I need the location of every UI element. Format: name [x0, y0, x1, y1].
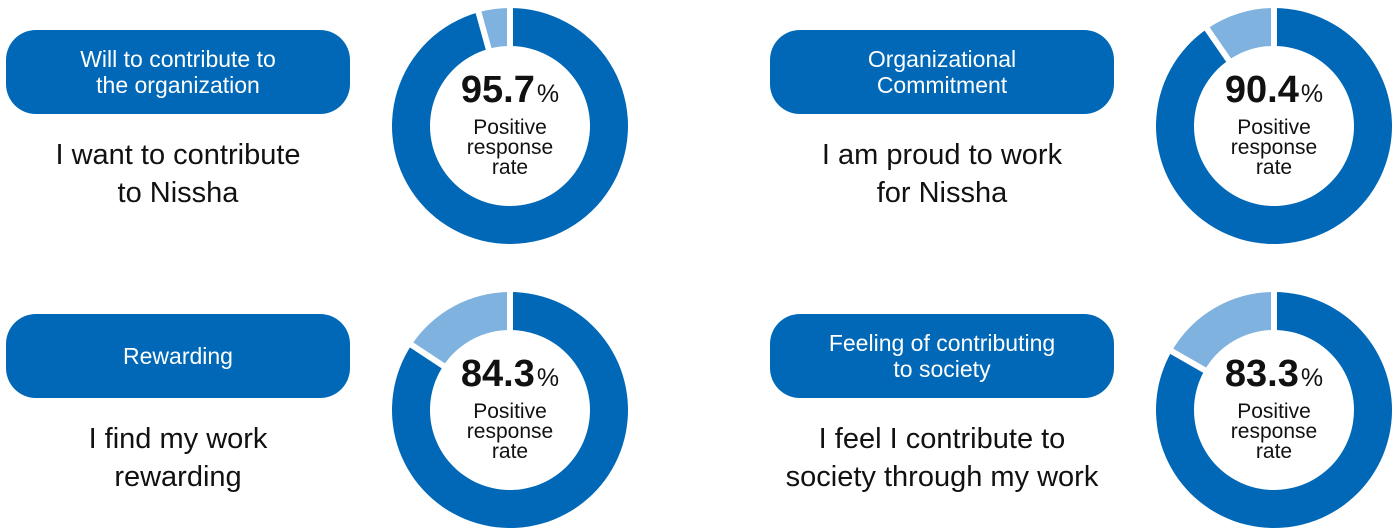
category-label: Feeling of contributing to society [828, 330, 1056, 382]
category-pill: Organizational Commitment [770, 30, 1114, 114]
donut-center: 83.3% Positive response rate [1194, 330, 1354, 490]
survey-card-contributing-society: Feeling of contributing to society I fee… [770, 284, 1400, 528]
donut-slice-positive [1156, 8, 1392, 244]
donut-chart: 95.7% Positive response rate [390, 6, 630, 246]
positive-rate-value: 95.7 [460, 69, 535, 111]
positive-rate-value: 83.3 [1224, 353, 1299, 395]
value-line: 83.3% [1225, 354, 1323, 402]
center-caption: Positive response rate [1230, 400, 1318, 463]
donut-chart: 83.3% Positive response rate [1154, 290, 1394, 530]
donut-slice-remainder [1171, 292, 1274, 371]
category-pill: Rewarding [6, 314, 350, 398]
donut-slice-remainder [411, 292, 510, 366]
donut-slice-positive [392, 8, 628, 245]
category-label: Will to contribute to the organization [80, 46, 276, 98]
percent-sign: % [536, 364, 560, 392]
value-line: 95.7% [461, 70, 559, 118]
survey-statement: I feel I contribute to society through m… [785, 423, 1099, 493]
positive-rate-value: 84.3 [460, 353, 535, 395]
donut-chart: 90.4% Positive response rate [1154, 6, 1394, 246]
donut-svg [1156, 291, 1392, 528]
donut-center: 90.4% Positive response rate [1194, 46, 1354, 206]
donut-center: 95.7% Positive response rate [430, 46, 590, 206]
slice-separator [409, 341, 446, 369]
slice-separator [1204, 26, 1232, 63]
positive-rate-value: 90.4 [1224, 69, 1299, 111]
donut-slice-positive [392, 292, 628, 528]
center-caption: Positive response rate [466, 116, 554, 179]
survey-statement: I am proud to work for Nissha [821, 139, 1063, 209]
donut-svg [392, 291, 628, 528]
donut-chart: 84.3% Positive response rate [390, 290, 630, 530]
percent-sign: % [1300, 364, 1324, 392]
category-label: Rewarding [123, 343, 233, 369]
value-line: 90.4% [1225, 70, 1323, 118]
category-label: Organizational Commitment [867, 46, 1017, 98]
percent-sign: % [536, 80, 560, 108]
survey-card-contribute-organization: Will to contribute to the organization I… [6, 0, 666, 245]
category-pill: Feeling of contributing to society [770, 314, 1114, 398]
survey-card-rewarding: Rewarding I find my work rewarding 84.3%… [6, 284, 666, 528]
percent-sign: % [1300, 80, 1324, 108]
donut-slice-remainder [1207, 8, 1274, 61]
donut-slice-positive [1156, 292, 1392, 528]
donut-center: 84.3% Positive response rate [430, 330, 590, 490]
survey-statement: I want to contribute to Nissha [55, 139, 301, 209]
center-caption: Positive response rate [1230, 116, 1318, 179]
slice-separator [1169, 348, 1207, 374]
survey-card-organizational-commitment: Organizational Commitment I am proud to … [770, 0, 1400, 244]
survey-statement: I find my work rewarding [88, 423, 268, 493]
value-line: 84.3% [461, 354, 559, 402]
category-pill: Will to contribute to the organization [6, 30, 350, 114]
slice-separator [475, 10, 492, 51]
donut-svg [1156, 7, 1392, 244]
donut-svg [392, 7, 628, 245]
center-caption: Positive response rate [466, 400, 554, 463]
